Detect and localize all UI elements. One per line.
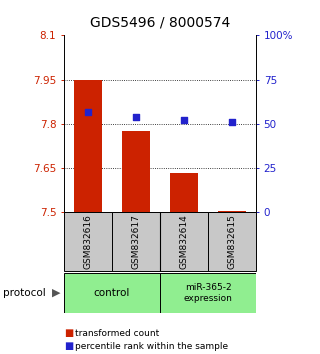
- Bar: [170, 173, 198, 212]
- Text: GSM832617: GSM832617: [132, 214, 140, 269]
- Text: control: control: [94, 288, 130, 298]
- Text: GSM832614: GSM832614: [180, 214, 188, 269]
- Text: ▶: ▶: [52, 288, 60, 298]
- Bar: [160, 273, 256, 313]
- Point: [133, 114, 139, 120]
- Text: GDS5496 / 8000574: GDS5496 / 8000574: [90, 16, 230, 30]
- Point: [229, 119, 235, 125]
- Text: miR-365-2
expression: miR-365-2 expression: [184, 283, 232, 303]
- Bar: [74, 80, 102, 212]
- Text: protocol: protocol: [3, 288, 46, 298]
- Text: ■: ■: [64, 341, 73, 351]
- Bar: [122, 131, 150, 212]
- Text: ■: ■: [64, 329, 73, 338]
- Bar: [160, 212, 208, 271]
- Text: GSM832616: GSM832616: [84, 214, 92, 269]
- Bar: [218, 211, 246, 212]
- Bar: [64, 212, 112, 271]
- Text: percentile rank within the sample: percentile rank within the sample: [75, 342, 228, 351]
- Point: [181, 118, 187, 123]
- Point: [85, 109, 91, 114]
- Bar: [208, 212, 256, 271]
- Text: GSM832615: GSM832615: [228, 214, 236, 269]
- Bar: [64, 273, 160, 313]
- Text: transformed count: transformed count: [75, 329, 159, 338]
- Bar: [112, 212, 160, 271]
